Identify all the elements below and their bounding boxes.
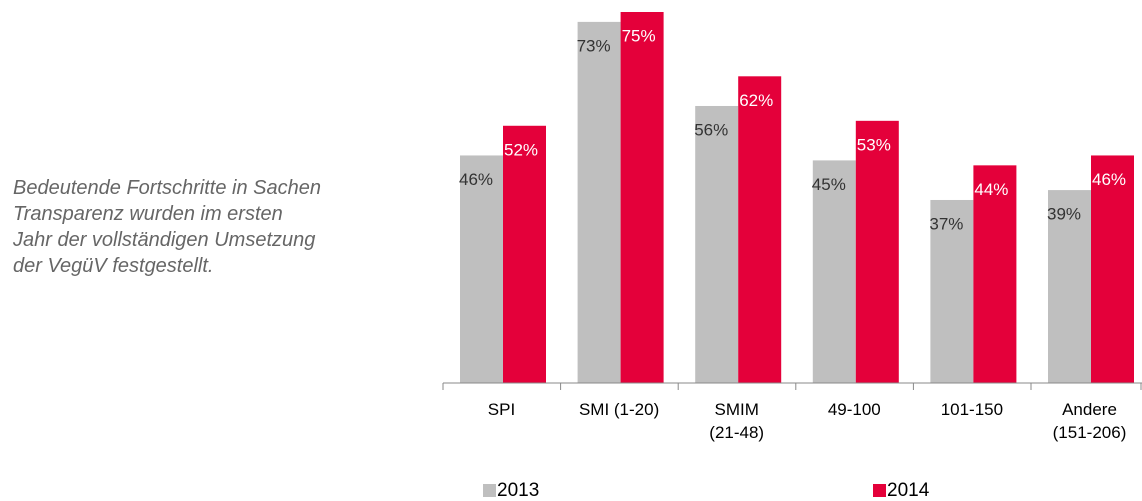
data-label: 46%: [459, 170, 493, 189]
bar: [620, 12, 664, 383]
data-label: 75%: [622, 26, 656, 45]
legend-label: 2014: [887, 480, 930, 501]
data-label: 44%: [974, 180, 1008, 199]
data-label: 56%: [694, 120, 728, 139]
data-label: 39%: [1047, 205, 1081, 224]
legend-swatch: [873, 484, 886, 497]
x-tick-label: SMIM (21-48): [709, 400, 765, 442]
bar: [695, 105, 739, 383]
legend-swatch: [483, 484, 496, 497]
bar: [503, 125, 546, 384]
data-label: 62%: [739, 91, 773, 110]
x-tick-label: Andere (151-206): [1052, 400, 1127, 442]
x-tick-label: 101-150: [940, 400, 1004, 419]
bar: [973, 165, 1017, 383]
annotation: Jahr der vollständigen Umsetzung: [13, 229, 316, 251]
x-tick-label: SMI (1-20): [578, 400, 660, 419]
bar: [930, 199, 974, 383]
bar: [1048, 190, 1091, 383]
data-label: 52%: [504, 140, 538, 159]
data-label: 73%: [577, 36, 611, 55]
bar: [460, 155, 503, 383]
bar: [577, 21, 621, 383]
annotation: Transparenz wurden im ersten: [13, 203, 283, 225]
bar: [855, 120, 899, 384]
data-label: 37%: [929, 214, 963, 233]
annotation: Bedeutende Fortschritte in Sachen: [13, 177, 321, 199]
x-tick-label: SPI: [487, 400, 516, 419]
data-label: 45%: [812, 175, 846, 194]
data-label: 46%: [1092, 170, 1126, 189]
data-label: 53%: [857, 135, 891, 154]
legend-label: 2013: [497, 480, 539, 501]
bar: [738, 76, 782, 383]
annotation: der VegüV festgestellt.: [13, 255, 214, 277]
x-tick-label: 49-100: [827, 400, 881, 419]
bar: [1091, 155, 1134, 383]
bar: [812, 160, 856, 383]
